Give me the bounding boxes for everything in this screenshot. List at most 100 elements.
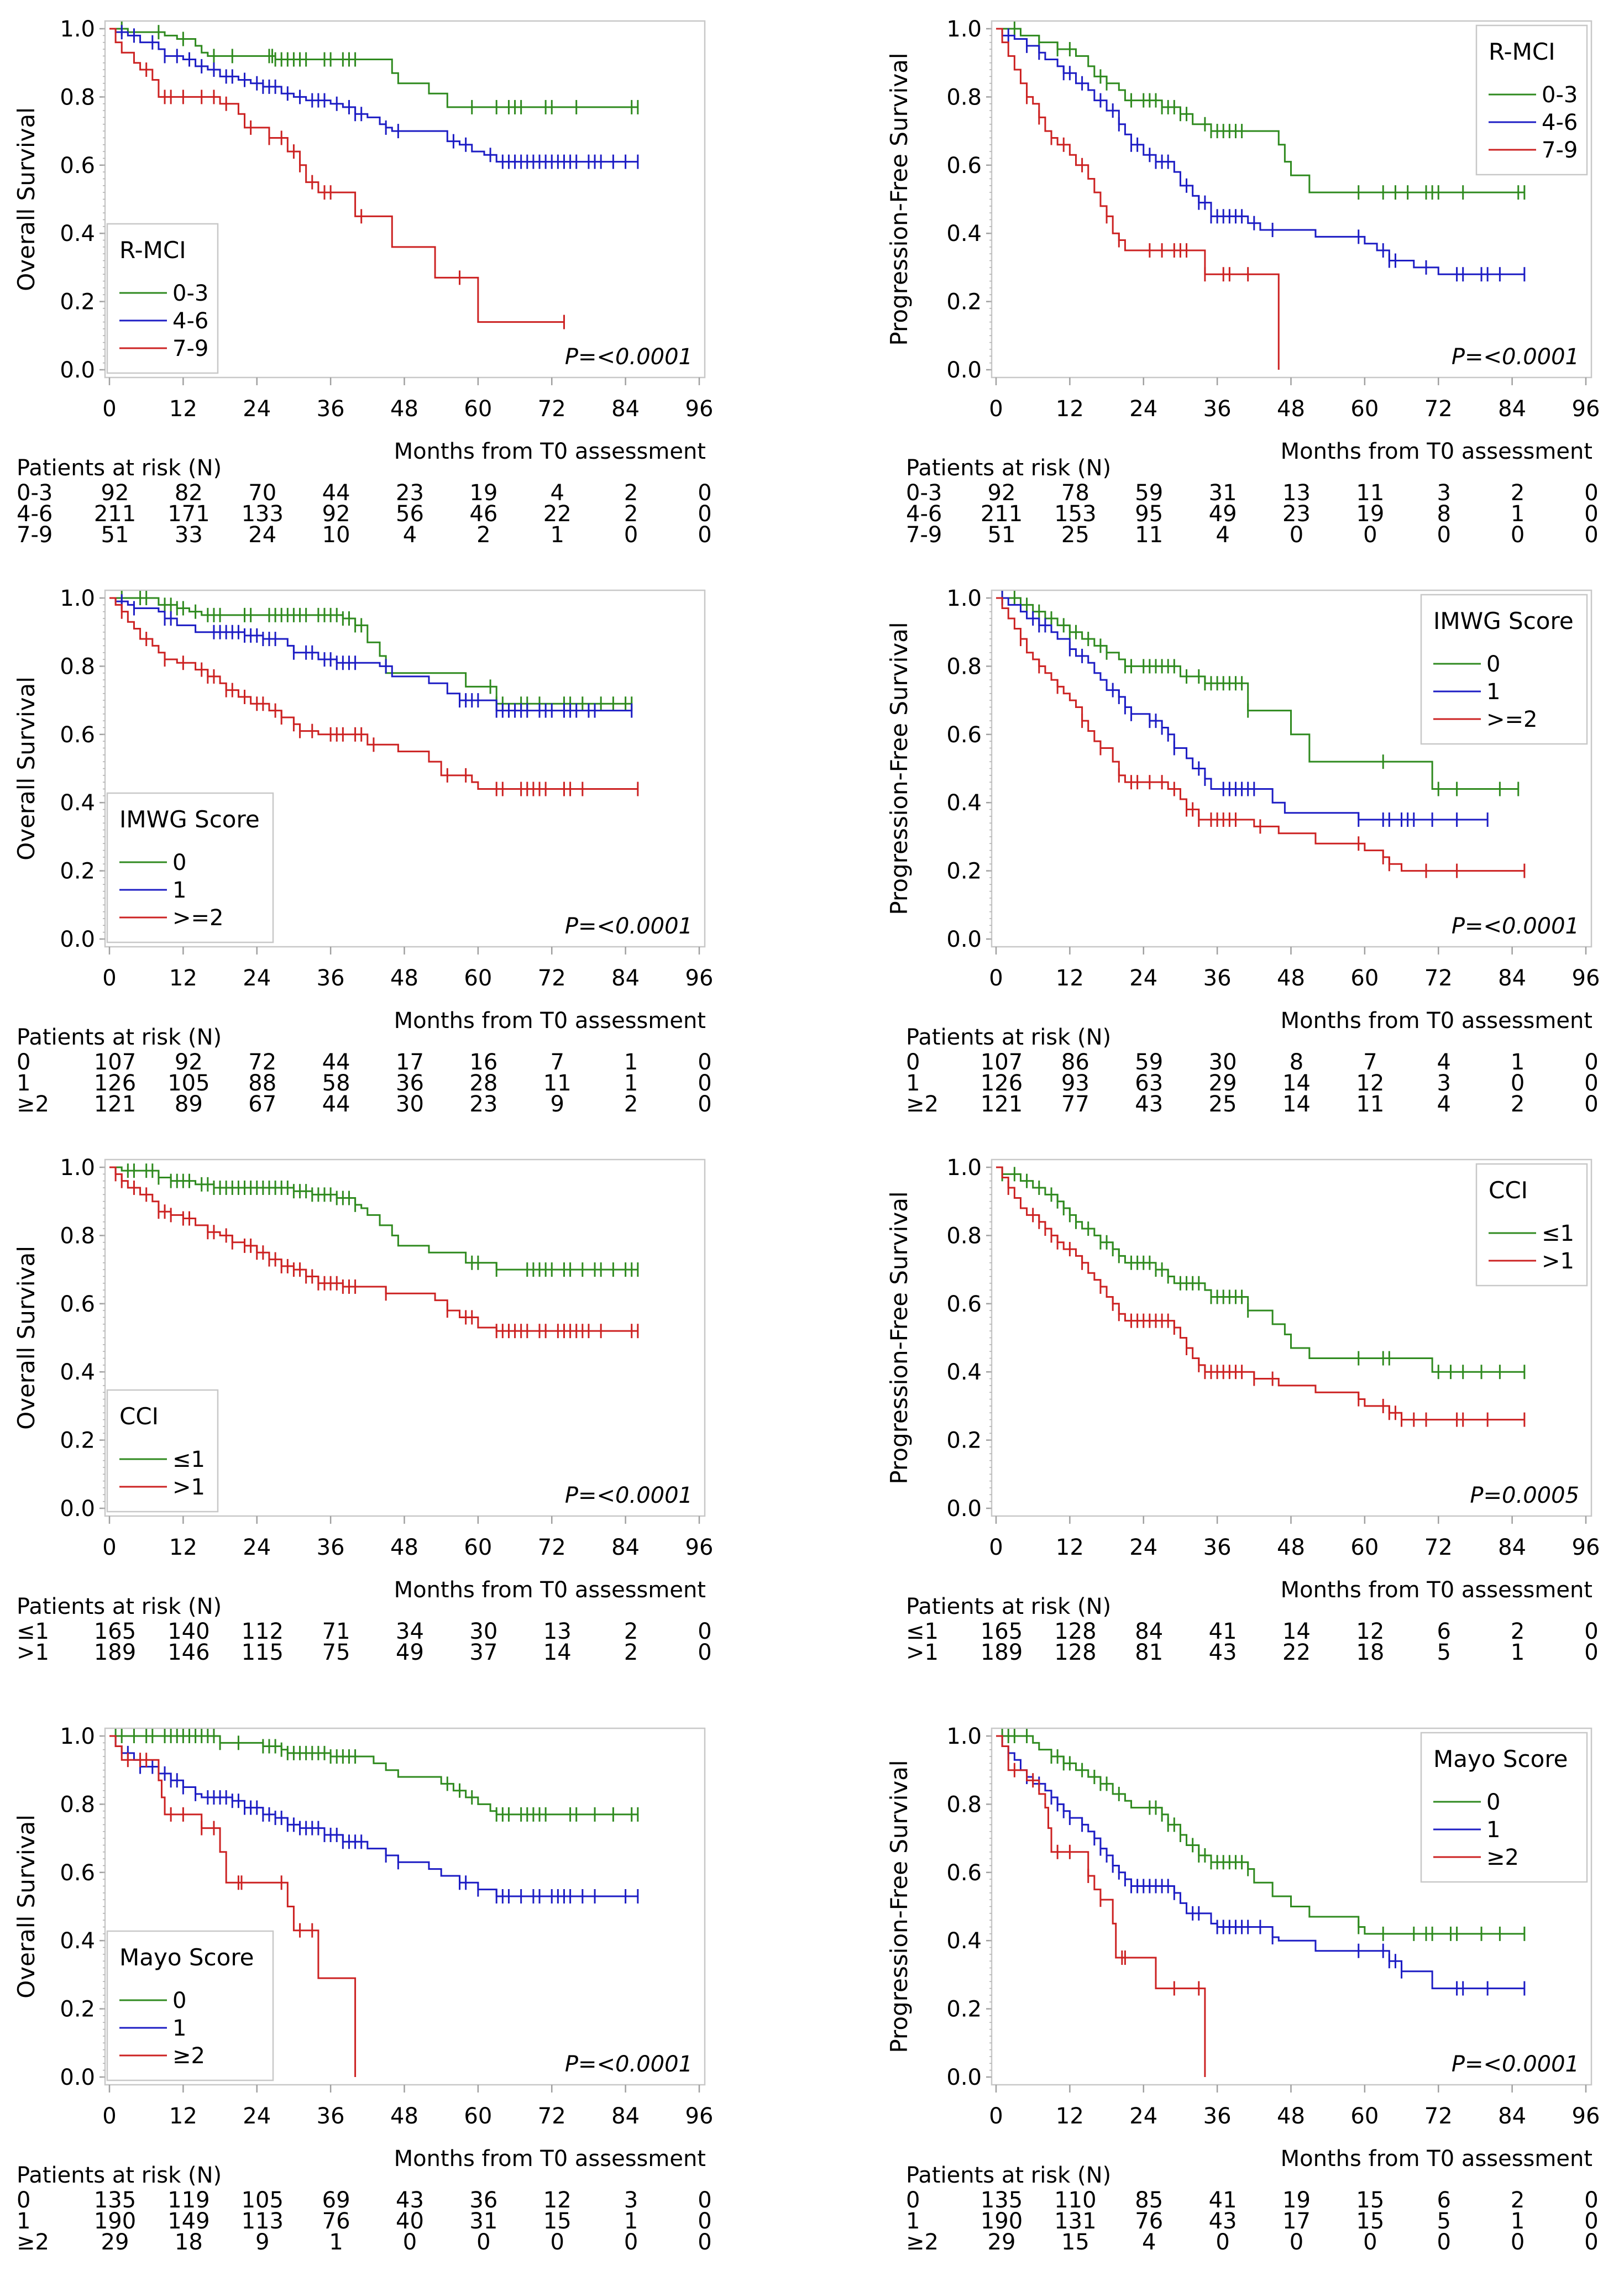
risk-cell: 4	[551, 480, 564, 506]
risk-cell: 18	[175, 2230, 203, 2255]
risk-cell: 190	[981, 2209, 1023, 2234]
x-tick-label: 72	[1424, 1535, 1453, 1560]
y-tick-label: 0.6	[946, 1860, 982, 1886]
risk-cell: 70	[248, 480, 276, 506]
risk-cell: 0	[1584, 1092, 1598, 1117]
risk-table: Patients at risk (N)0-3 92 82 70 44 23 19 4 2 04-…	[17, 455, 712, 548]
risk-cell: 36	[469, 2188, 497, 2213]
risk-cell: 25	[1061, 522, 1089, 548]
y-tick-label: 0.4	[946, 1928, 982, 1954]
risk-cell: 46	[469, 501, 497, 527]
risk-cell: 92	[988, 480, 1016, 506]
legend-title: R-MCI	[1489, 38, 1555, 65]
x-tick-label: 36	[1203, 966, 1232, 991]
risk-cell: 113	[242, 2209, 284, 2234]
risk-cell: 23	[469, 1092, 497, 1117]
risk-row-label: 0	[906, 2188, 920, 2213]
risk-cell: 2	[624, 1640, 638, 1665]
panel-os-mayo: 0.0 0.2 0.4 0.6 0.8 1.0 Overall Survival 0 12 24 3…	[0, 1707, 812, 2276]
y-tick-label: 0.2	[946, 1428, 982, 1454]
legend: R-MCI 0-34-67-9	[106, 223, 219, 374]
x-tick-label: 48	[1277, 396, 1305, 422]
risk-cell: 3	[624, 2188, 638, 2213]
y-tick-label: 0.0	[60, 2065, 95, 2090]
risk-cell: 0	[1584, 2209, 1598, 2234]
risk-cell: 37	[469, 1640, 497, 1665]
x-tick-label: 24	[243, 2104, 271, 2129]
km-curve-1	[109, 597, 632, 712]
legend-item-label: >1	[172, 1475, 205, 1500]
km-chart-pfs-rmci: 0.0 0.2 0.4 0.6 0.8 1.0 Progression-Free Survi…	[886, 17, 1600, 548]
risk-cell: 29	[101, 2230, 129, 2255]
risk-cell: 82	[175, 480, 203, 506]
risk-cell: 59	[1135, 1050, 1163, 1075]
x-tick-label: 0	[989, 1535, 1003, 1560]
legend-item-label: >=2	[1486, 707, 1537, 732]
x-axis-title: Months from T0 assessment	[394, 2146, 706, 2172]
legend-box	[1475, 1163, 1588, 1287]
risk-cell: 29	[988, 2230, 1016, 2255]
legend-item-label: 0	[172, 1988, 186, 2013]
x-tick-label: 0	[989, 966, 1003, 991]
risk-cell: 2	[1511, 1619, 1525, 1644]
x-tick-label: 36	[317, 966, 345, 991]
risk-cell: 1	[1511, 501, 1525, 527]
x-tick-label: 96	[685, 396, 714, 422]
risk-cell: 17	[396, 1050, 424, 1075]
risk-cell: 2	[1511, 2188, 1525, 2213]
risk-cell: 135	[94, 2188, 136, 2213]
risk-cell: 10	[322, 522, 350, 548]
x-axis-title: Months from T0 assessment	[1281, 2146, 1592, 2172]
x-tick-label: 36	[317, 396, 345, 422]
risk-cell: 146	[167, 1640, 209, 1665]
p-value-label: P=<0.0001	[565, 914, 693, 939]
x-tick-label: 84	[1498, 966, 1526, 991]
risk-cell: 4	[1142, 2230, 1156, 2255]
risk-cell: 89	[175, 1092, 203, 1117]
risk-cell: 126	[94, 1071, 136, 1096]
x-tick-label: 24	[243, 396, 271, 422]
risk-row-label: 1	[17, 1071, 30, 1096]
x-tick-label: 84	[1498, 2104, 1526, 2129]
panel-os-imwg: 0.0 0.2 0.4 0.6 0.8 1.0 Overall Survival 0 12 24 3…	[0, 569, 812, 1138]
y-tick-label: 0.4	[60, 790, 95, 816]
panel-pfs-imwg: 0.0 0.2 0.4 0.6 0.8 1.0 Progression-Free Survi…	[812, 569, 1624, 1138]
x-tick-label: 60	[1350, 396, 1379, 422]
panel-pfs-cci: 0.0 0.2 0.4 0.6 0.8 1.0 Progression-Free Survi…	[812, 1139, 1624, 1707]
risk-cell: 0	[1363, 2230, 1377, 2255]
legend-item-label: >=2	[172, 905, 223, 931]
risk-cell: 1	[1511, 2209, 1525, 2234]
risk-cell: 0	[1290, 522, 1303, 548]
risk-cell: 59	[1135, 480, 1163, 506]
p-value-label: P=<0.0001	[565, 344, 693, 370]
x-tick-label: 84	[611, 1535, 640, 1560]
curves	[996, 1729, 1526, 2077]
x-tick-label: 60	[464, 1535, 492, 1560]
risk-cell: 12	[1356, 1619, 1384, 1644]
y-tick-label: 0.2	[60, 859, 95, 884]
km-curve-7-9	[996, 28, 1280, 370]
legend-item-label: ≥2	[172, 2043, 205, 2069]
risk-cell: 211	[94, 501, 136, 527]
risk-cell: 88	[248, 1071, 276, 1096]
x-tick-label: 36	[1203, 2104, 1232, 2129]
legend-item-label: 0	[1486, 1790, 1500, 1815]
legend-item-label: 0	[1486, 652, 1500, 677]
y-tick-label: 0.2	[946, 1997, 982, 2022]
risk-cell: 72	[248, 1050, 276, 1075]
risk-cell: 0	[476, 2230, 490, 2255]
y-tick-label: 0.2	[60, 1997, 95, 2022]
risk-cell: 41	[1209, 2188, 1237, 2213]
y-tick-label: 0.2	[946, 290, 982, 315]
x-tick-label: 12	[1056, 1535, 1084, 1560]
x-tick-label: 12	[169, 2104, 197, 2129]
risk-cell: 30	[469, 1619, 497, 1644]
y-tick-label: 0.8	[946, 654, 982, 679]
x-tick-label: 96	[685, 2104, 714, 2129]
x-tick-label: 72	[538, 1535, 566, 1560]
risk-cell: 1	[551, 522, 564, 548]
legend-item-label: ≤1	[172, 1447, 205, 1472]
y-tick-label: 1.0	[946, 586, 982, 611]
risk-cell: 30	[1209, 1050, 1237, 1075]
risk-cell: 40	[396, 2209, 424, 2234]
